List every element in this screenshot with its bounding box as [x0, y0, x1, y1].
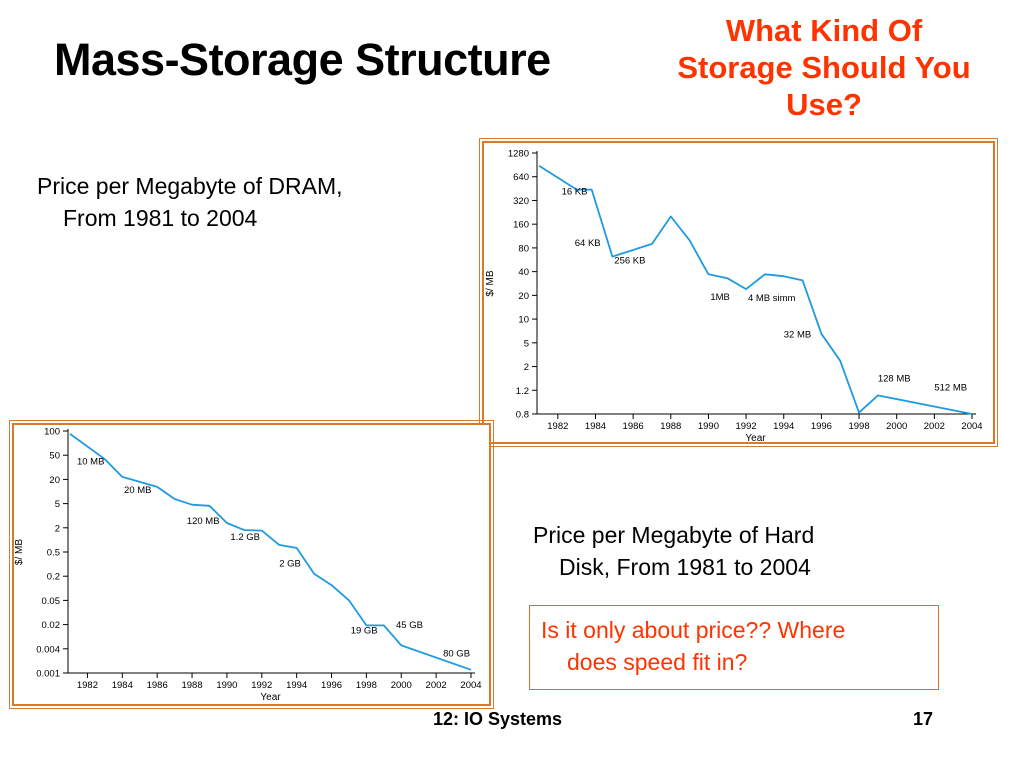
y-tick-label: 40 — [518, 267, 529, 278]
y-axis-label: $/ MB — [14, 539, 25, 565]
x-tick-label: 1996 — [811, 421, 832, 432]
y-tick-label: 0.8 — [516, 410, 529, 421]
y-tick-label: 320 — [513, 196, 529, 207]
y-tick-label: 0.2 — [47, 572, 60, 583]
y-tick-label: 10 — [518, 315, 529, 326]
capacity-annotation: 1.2 GB — [230, 532, 260, 543]
dram-caption-line2: From 1981 to 2004 — [63, 205, 258, 231]
storage-question: What Kind Of Storage Should You Use? — [677, 13, 971, 122]
x-tick-label: 1998 — [356, 680, 377, 691]
price-series-line — [69, 433, 472, 671]
capacity-annotation: 128 MB — [878, 373, 911, 384]
y-tick-label: 80 — [518, 243, 529, 254]
y-tick-label: 0.05 — [42, 596, 61, 607]
y-axis-label: $/ MB — [485, 270, 496, 296]
capacity-annotation: 64 KB — [575, 238, 601, 249]
y-tick-label: 100 — [44, 427, 60, 438]
y-tick-label: 0.5 — [47, 548, 60, 559]
y-tick-label: 0.004 — [36, 644, 60, 655]
disk-caption-line1: Price per Megabyte of Hard — [533, 519, 919, 551]
x-tick-label: 1988 — [660, 421, 681, 432]
x-tick-label: 2004 — [460, 680, 481, 691]
capacity-annotation: 32 MB — [784, 330, 811, 341]
disk-chart-svg: 0.001 0.004 0.02 0.05 0.2 0.5 2 5 20 50 100 1982 198… — [14, 427, 482, 704]
x-tick-label: 1982 — [547, 421, 568, 432]
dram-caption-line1: Price per Megabyte of DRAM, — [37, 173, 343, 199]
capacity-annotation: 4 MB simm — [748, 293, 796, 304]
y-tick-label: 2 — [524, 362, 529, 373]
speed-note-line1: Is it only about price?? Where — [541, 617, 846, 643]
capacity-annotation: 16 KB — [562, 187, 588, 198]
capacity-annotation: 45 GB — [396, 620, 423, 631]
x-tick-label: 1990 — [216, 680, 237, 691]
price-series-line — [538, 165, 973, 415]
y-tick-label: 20 — [49, 475, 60, 486]
x-tick-label: 1994 — [286, 680, 307, 691]
speed-note-box: Is it only about price?? Where does spee… — [529, 605, 939, 690]
y-tick-label: 1280 — [508, 149, 529, 160]
capacity-annotation: 120 MB — [187, 516, 220, 527]
disk-price-chart: 0.001 0.004 0.02 0.05 0.2 0.5 2 5 20 50 100 1982 198… — [9, 420, 494, 709]
x-tick-label: 1984 — [585, 421, 606, 432]
dram-caption: Price per Megabyte of DRAM, From 1981 to… — [37, 170, 437, 234]
capacity-annotation: 1MB — [710, 292, 730, 303]
x-tick-label: 1996 — [321, 680, 342, 691]
x-tick-label: 2002 — [426, 680, 447, 691]
x-axis-label: Year — [745, 433, 766, 442]
disk-caption-line1-text: Price per Megabyte of Hard — [533, 522, 815, 548]
y-tick-label: 160 — [513, 220, 529, 231]
x-tick-label: 2000 — [391, 680, 412, 691]
x-tick-label: 1990 — [698, 421, 719, 432]
y-tick-label: 640 — [513, 172, 529, 183]
capacity-annotation: 19 GB — [351, 626, 378, 637]
capacity-annotation: 10 MB — [77, 457, 104, 468]
speed-note-line2: does speed fit in? — [567, 649, 748, 675]
x-tick-label: 1984 — [112, 680, 133, 691]
capacity-annotation: 256 KB — [614, 255, 645, 266]
x-tick-label: 2000 — [886, 421, 907, 432]
slide-title: Mass-Storage Structure — [54, 34, 551, 85]
x-tick-label: 1998 — [848, 421, 869, 432]
capacity-annotation: 80 GB — [443, 648, 470, 659]
x-tick-label: 1992 — [251, 680, 272, 691]
capacity-annotation: 2 GB — [279, 558, 301, 569]
disk-caption: Price per Megabyte of Hard Disk, From 19… — [533, 519, 919, 583]
x-tick-label: 1992 — [736, 421, 757, 432]
x-tick-label: 1986 — [623, 421, 644, 432]
y-tick-label: 1.2 — [516, 386, 529, 397]
y-tick-label: 20 — [518, 291, 529, 302]
footer-section: 12: IO Systems — [433, 709, 563, 729]
y-tick-label: 5 — [524, 338, 529, 349]
dram-chart-svg: 0.8 1.2 2 5 10 20 40 80 160 320 640 1280 1982 1984 198… — [485, 149, 983, 443]
x-tick-label: 1986 — [147, 680, 168, 691]
capacity-annotation: 20 MB — [124, 485, 151, 496]
capacity-annotation: 512 MB — [934, 382, 967, 393]
x-tick-label: 1982 — [77, 680, 98, 691]
y-tick-label: 50 — [49, 451, 60, 462]
y-tick-label: 5 — [55, 499, 60, 510]
footer-page-number: 17 — [913, 709, 934, 729]
x-axis-label: Year — [260, 692, 281, 703]
y-tick-label: 0.02 — [42, 620, 61, 631]
y-tick-label: 2 — [55, 523, 60, 534]
dram-price-chart: 0.8 1.2 2 5 10 20 40 80 160 320 640 1280 1982 1984 198… — [479, 138, 998, 447]
x-tick-label: 1988 — [181, 680, 202, 691]
disk-caption-line2: Disk, From 1981 to 2004 — [559, 554, 811, 580]
y-tick-label: 0.001 — [36, 669, 60, 680]
x-tick-label: 2004 — [961, 421, 982, 432]
x-tick-label: 2002 — [924, 421, 945, 432]
x-tick-label: 1994 — [773, 421, 794, 432]
